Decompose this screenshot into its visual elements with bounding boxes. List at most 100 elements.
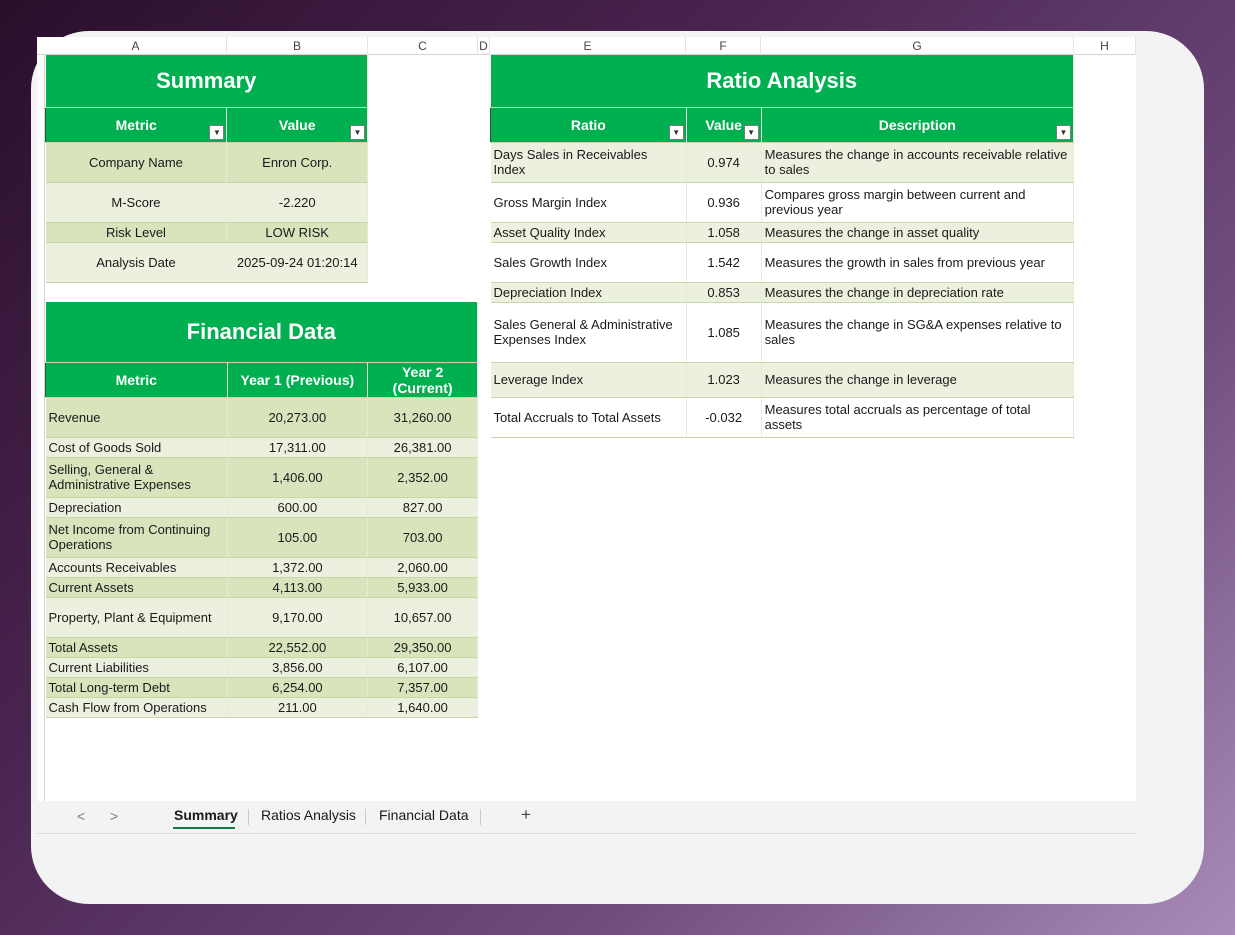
cell[interactable]: Depreciation Index: [490, 282, 687, 303]
cell[interactable]: 0.853: [686, 282, 762, 303]
financial-header-year1[interactable]: Year 1 (Previous): [226, 361, 369, 398]
cell[interactable]: 3,856.00: [227, 657, 369, 678]
tab-ratios-analysis[interactable]: Ratios Analysis: [261, 807, 356, 823]
cell[interactable]: Current Liabilities: [45, 657, 228, 678]
cell[interactable]: 1.085: [686, 302, 762, 363]
ratio-header-description[interactable]: Description ▼: [760, 106, 1075, 143]
cell[interactable]: Total Accruals to Total Assets: [490, 397, 687, 438]
prev-sheet-icon[interactable]: <: [77, 808, 86, 824]
plus-icon[interactable]: +: [521, 805, 531, 824]
table-row: M-Score -2.220: [45, 182, 368, 223]
filter-dropdown-icon[interactable]: ▼: [743, 124, 759, 140]
cell[interactable]: Gross Margin Index: [490, 182, 687, 223]
cell[interactable]: Depreciation: [45, 497, 228, 518]
ratio-header-value[interactable]: Value ▼: [685, 106, 762, 143]
cell[interactable]: -0.032: [686, 397, 762, 438]
cell[interactable]: Compares gross margin between current an…: [761, 182, 1075, 223]
cell[interactable]: 1,406.00: [227, 457, 369, 498]
filter-dropdown-icon[interactable]: ▼: [668, 124, 684, 140]
cell[interactable]: 1,640.00: [367, 697, 478, 718]
cell[interactable]: 5,933.00: [367, 577, 478, 598]
column-header-f[interactable]: F: [686, 37, 761, 55]
tab-summary[interactable]: Summary: [174, 807, 238, 823]
cell[interactable]: 0.974: [686, 142, 762, 183]
cell[interactable]: Company Name: [45, 142, 228, 183]
summary-header-metric[interactable]: Metric ▼: [44, 106, 228, 143]
cell[interactable]: Net Income from Continuing Operations: [45, 517, 228, 558]
table-row: Total Long-term Debt 6,254.00 7,357.00: [45, 677, 478, 698]
cell[interactable]: 600.00: [227, 497, 369, 518]
cell[interactable]: 31,260.00: [367, 397, 478, 438]
filter-dropdown-icon[interactable]: ▼: [1056, 124, 1071, 140]
cell[interactable]: 827.00: [367, 497, 478, 518]
cell[interactable]: Sales Growth Index: [490, 242, 687, 283]
cell[interactable]: Total Long-term Debt: [45, 677, 228, 698]
cell[interactable]: Current Assets: [45, 577, 228, 598]
cell[interactable]: Revenue: [45, 397, 228, 438]
financial-header-year2[interactable]: Year 2 (Current): [367, 361, 478, 398]
cell[interactable]: Selling, General & Administrative Expens…: [45, 457, 228, 498]
next-sheet-icon[interactable]: >: [110, 808, 119, 824]
cell[interactable]: Total Assets: [45, 637, 228, 658]
cell[interactable]: 2,060.00: [367, 557, 478, 578]
cell[interactable]: Enron Corp.: [226, 142, 368, 183]
cell[interactable]: 2,352.00: [367, 457, 478, 498]
column-header-h[interactable]: H: [1074, 37, 1136, 55]
cell[interactable]: Cash Flow from Operations: [45, 697, 228, 718]
column-header-a[interactable]: A: [45, 37, 227, 55]
cell[interactable]: 0.936: [686, 182, 762, 223]
cell[interactable]: Measures the growth in sales from previo…: [761, 242, 1075, 283]
cell[interactable]: 4,113.00: [227, 577, 369, 598]
tab-financial-data[interactable]: Financial Data: [379, 807, 469, 823]
cell[interactable]: Asset Quality Index: [490, 222, 687, 243]
cell[interactable]: 1.542: [686, 242, 762, 283]
cell[interactable]: 211.00: [227, 697, 369, 718]
cell[interactable]: -2.220: [226, 182, 368, 223]
cell[interactable]: 10,657.00: [367, 597, 478, 638]
ratio-header-ratio[interactable]: Ratio ▼: [490, 106, 687, 143]
cell[interactable]: 703.00: [367, 517, 478, 558]
column-header-c[interactable]: C: [368, 37, 478, 55]
spreadsheet-grid[interactable]: A B C D E F G H Summary Metric ▼ Value ▼ C…: [37, 37, 1136, 833]
summary-header-value[interactable]: Value ▼: [226, 106, 368, 143]
cell[interactable]: 2025-09-24 01:20:14: [226, 242, 368, 283]
financial-header-metric[interactable]: Metric: [45, 361, 228, 398]
cell[interactable]: Measures the change in depreciation rate: [761, 282, 1075, 303]
cell[interactable]: Accounts Receivables: [45, 557, 228, 578]
cell[interactable]: Measures total accruals as percentage of…: [761, 397, 1075, 438]
cell[interactable]: 6,254.00: [227, 677, 369, 698]
cell[interactable]: Measures the change in SG&A expenses rel…: [761, 302, 1075, 363]
cell[interactable]: 6,107.00: [367, 657, 478, 678]
filter-dropdown-icon[interactable]: ▼: [209, 124, 225, 140]
cell[interactable]: Measures the change in leverage: [761, 362, 1075, 398]
cell[interactable]: 1.023: [686, 362, 762, 398]
cell[interactable]: Sales General & Administrative Expenses …: [490, 302, 687, 363]
cell[interactable]: LOW RISK: [226, 222, 368, 243]
cell[interactable]: Cost of Goods Sold: [45, 437, 228, 458]
table-row: Sales General & Administrative Expenses …: [490, 302, 1075, 363]
cell[interactable]: 29,350.00: [367, 637, 478, 658]
cell[interactable]: 17,311.00: [227, 437, 369, 458]
cell[interactable]: Analysis Date: [45, 242, 228, 283]
column-header-g[interactable]: G: [761, 37, 1074, 55]
cell[interactable]: 7,357.00: [367, 677, 478, 698]
cell[interactable]: M-Score: [45, 182, 228, 223]
cell[interactable]: Leverage Index: [490, 362, 687, 398]
cell[interactable]: 26,381.00: [367, 437, 478, 458]
cell[interactable]: 105.00: [227, 517, 369, 558]
column-header-e[interactable]: E: [490, 37, 686, 55]
cell[interactable]: Risk Level: [45, 222, 228, 243]
cell[interactable]: 1,372.00: [227, 557, 369, 578]
column-header-d[interactable]: D: [478, 37, 490, 55]
cell[interactable]: Measures the change in accounts receivab…: [761, 142, 1075, 183]
cell[interactable]: 22,552.00: [227, 637, 369, 658]
filter-dropdown-icon[interactable]: ▼: [350, 124, 365, 140]
cell[interactable]: 1.058: [686, 222, 762, 243]
cell[interactable]: Property, Plant & Equipment: [45, 597, 228, 638]
column-header-b[interactable]: B: [227, 37, 368, 55]
table-row: Company Name Enron Corp.: [45, 142, 368, 183]
cell[interactable]: Measures the change in asset quality: [761, 222, 1075, 243]
cell[interactable]: 20,273.00: [227, 397, 369, 438]
cell[interactable]: Days Sales in Receivables Index: [490, 142, 687, 183]
cell[interactable]: 9,170.00: [227, 597, 369, 638]
